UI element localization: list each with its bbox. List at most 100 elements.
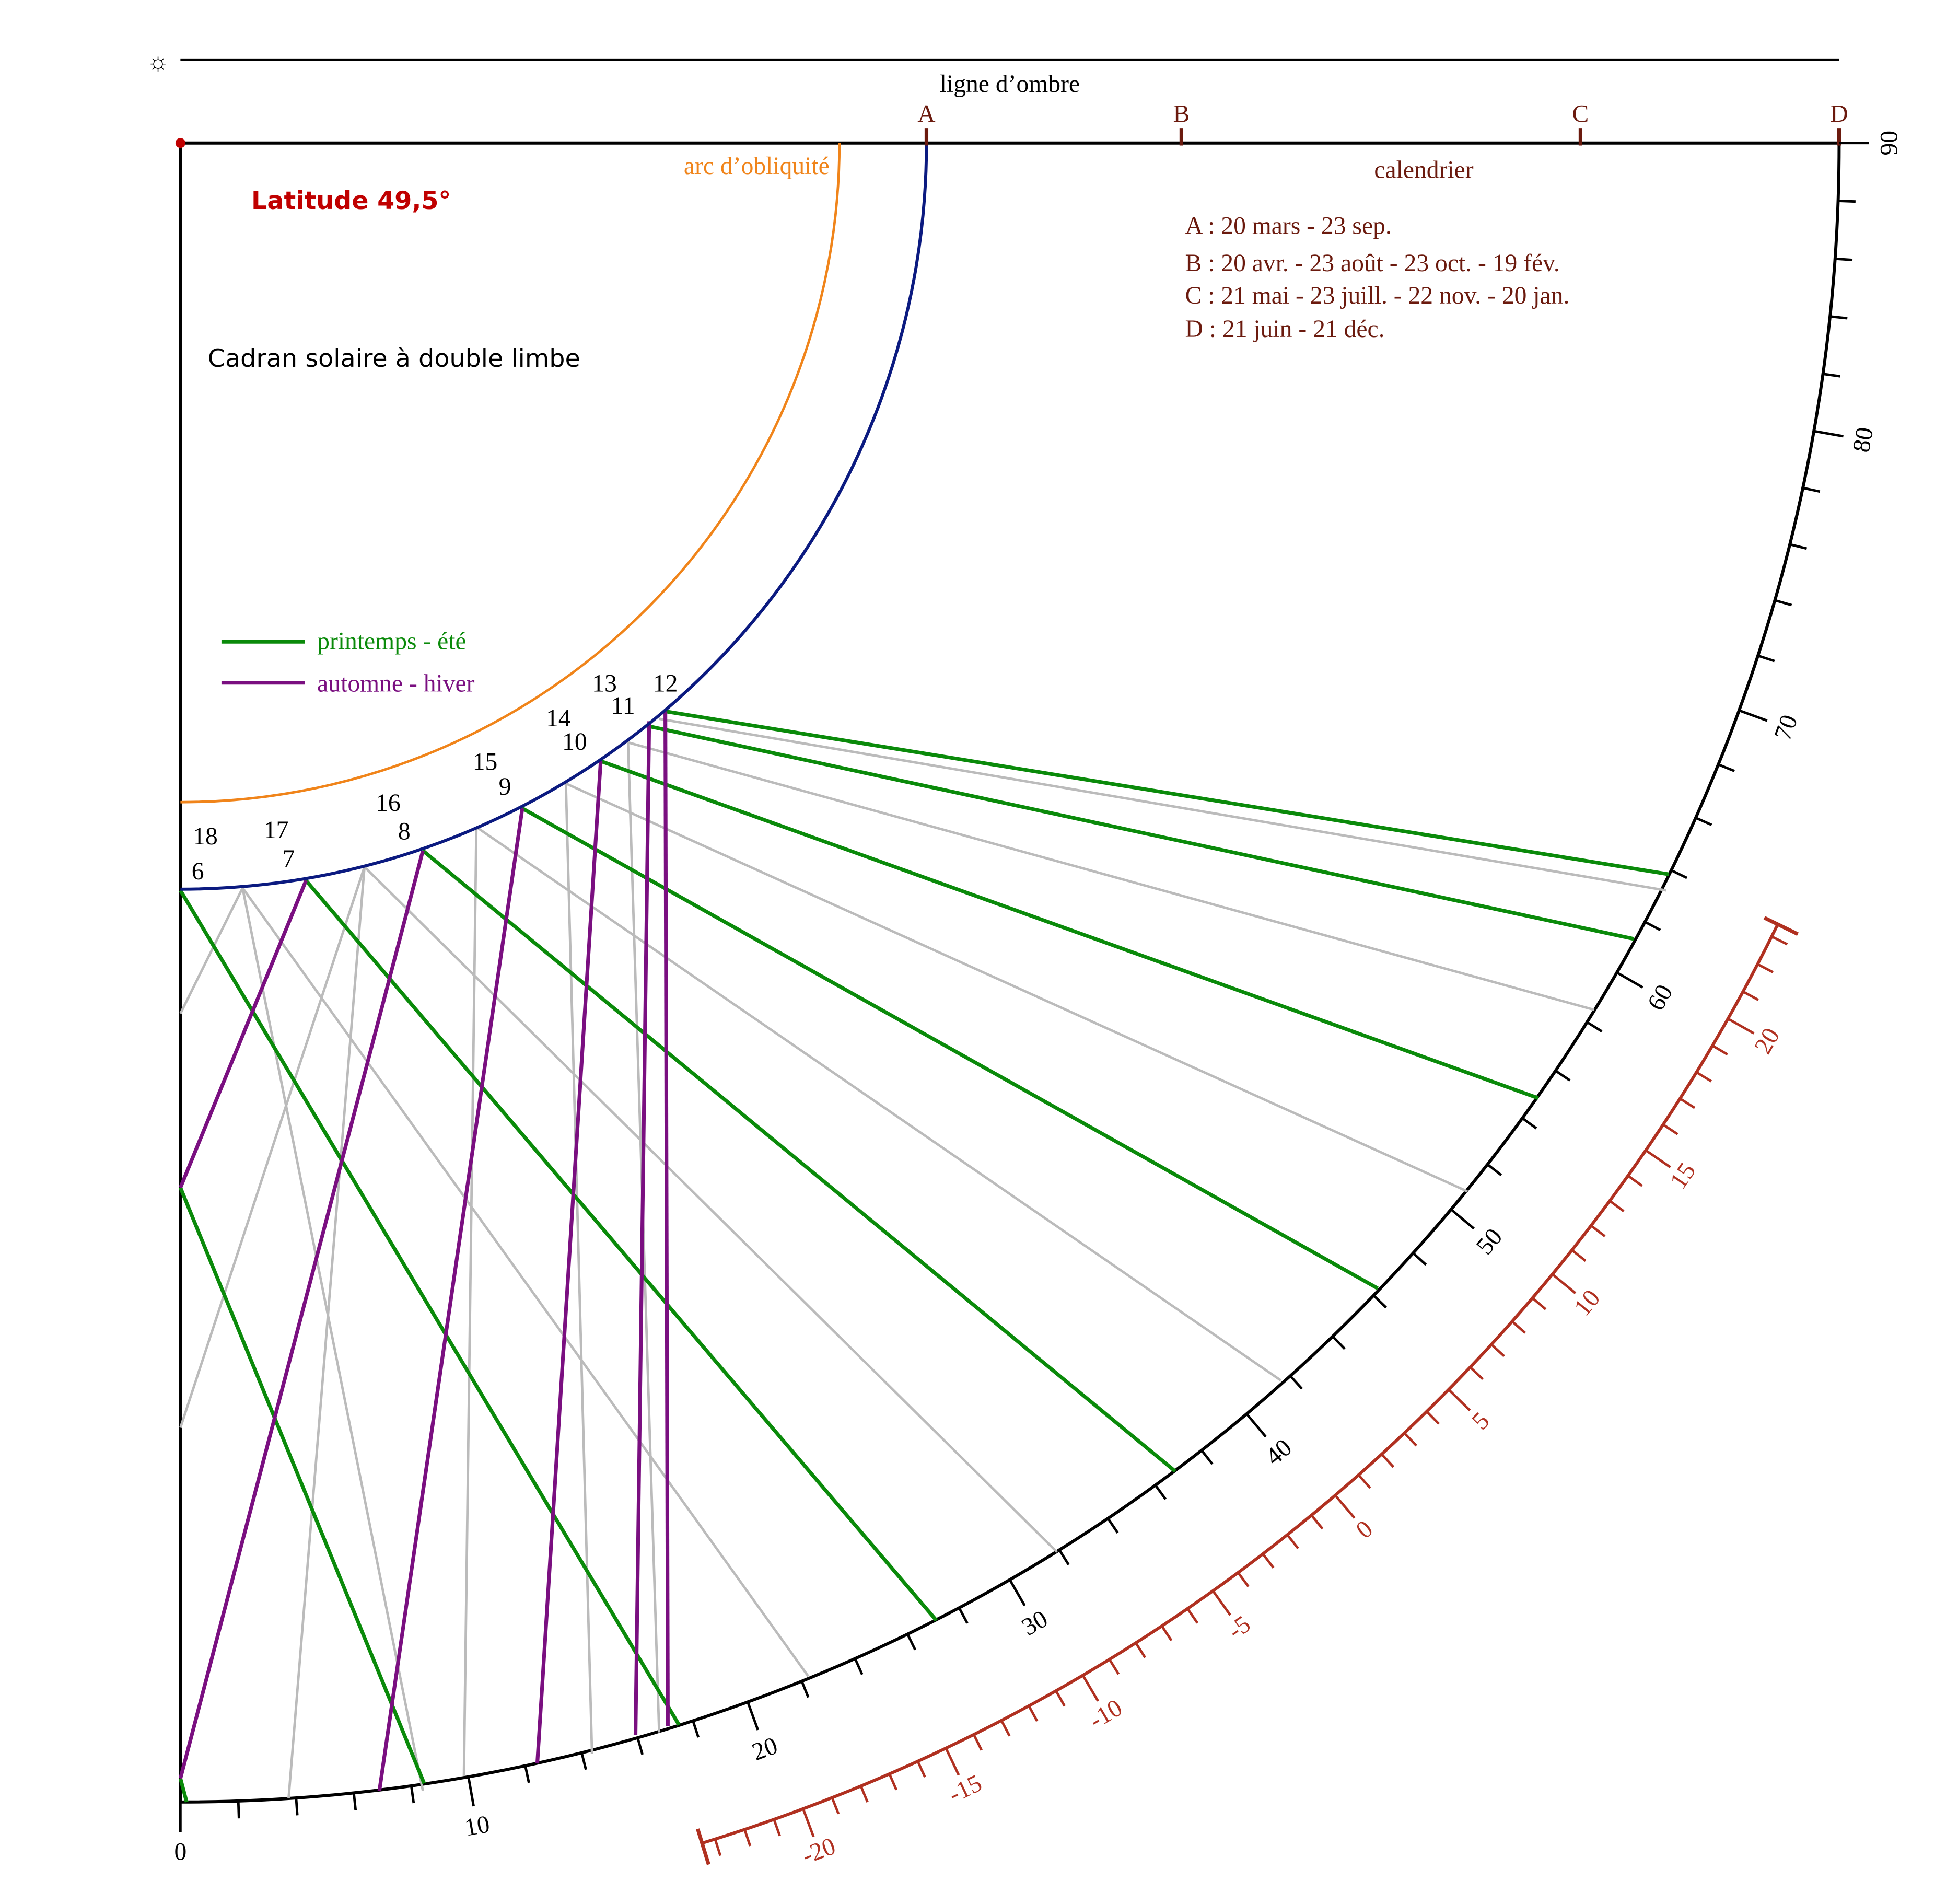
scale-tick bbox=[906, 1633, 916, 1651]
hour-line-summer bbox=[665, 709, 1669, 876]
hour-line-winter bbox=[178, 850, 425, 1779]
declination-tick bbox=[743, 1829, 752, 1847]
hour-line-summer bbox=[179, 1187, 426, 1784]
scale-tick bbox=[1695, 816, 1712, 826]
construction-line bbox=[659, 717, 1667, 892]
scale-tick bbox=[467, 1777, 475, 1807]
legend-entry: automne - hiver bbox=[317, 670, 474, 697]
declination-tick bbox=[773, 1819, 781, 1837]
construction-line bbox=[363, 866, 1058, 1553]
declination-tick bbox=[1711, 1044, 1728, 1056]
scale-tick bbox=[410, 1785, 415, 1804]
declination-tick bbox=[1160, 1625, 1173, 1642]
hour-label: 8 bbox=[398, 818, 411, 845]
construction-line bbox=[462, 827, 478, 1776]
scale-tick bbox=[1154, 1484, 1167, 1500]
scale-tick bbox=[1739, 709, 1768, 722]
scale-tick bbox=[580, 1752, 587, 1770]
scale-tick bbox=[1332, 1336, 1346, 1350]
hour-line-summer bbox=[648, 724, 1635, 941]
declination-tick bbox=[1627, 1175, 1643, 1187]
declination-tick bbox=[1448, 1388, 1471, 1412]
hour-label: 13 bbox=[592, 670, 617, 697]
scale-label: 10 bbox=[462, 1810, 492, 1841]
scale-label: 70 bbox=[1769, 711, 1803, 744]
declination-label: 0 bbox=[1351, 1515, 1378, 1544]
shadow-line-label: ligne d’ombre bbox=[940, 71, 1080, 98]
hour-label: 7 bbox=[283, 845, 295, 873]
hour-line-winter bbox=[179, 879, 308, 1189]
scale-label: 30 bbox=[1017, 1605, 1052, 1641]
scale-tick bbox=[1789, 543, 1808, 550]
declination-tick bbox=[1696, 1071, 1712, 1083]
declination-tick bbox=[972, 1734, 983, 1751]
declination-arc bbox=[702, 923, 1779, 1845]
declination-tick bbox=[831, 1797, 840, 1815]
scale-tick bbox=[1644, 921, 1661, 932]
hour-label: 11 bbox=[611, 692, 635, 719]
scale-tick bbox=[1838, 200, 1856, 203]
sun-symbol: ☼ bbox=[147, 48, 170, 75]
declination-tick bbox=[1237, 1572, 1250, 1587]
declination-tick bbox=[888, 1773, 898, 1791]
scale-tick bbox=[1289, 1375, 1303, 1390]
declination-tick bbox=[1742, 990, 1759, 1001]
scale-label: 40 bbox=[1261, 1434, 1297, 1470]
construction-line bbox=[565, 782, 1468, 1193]
scale-tick bbox=[1802, 486, 1821, 493]
legend-entry: printemps - été bbox=[317, 628, 466, 655]
scale-tick bbox=[854, 1658, 864, 1675]
calendar-marker: D bbox=[1830, 100, 1848, 127]
declination-tick bbox=[1511, 1320, 1526, 1334]
hour-label: 16 bbox=[376, 790, 401, 817]
calendar-entry: B : 20 avr. - 23 août - 23 oct. - 19 fév… bbox=[1185, 250, 1560, 277]
hour-label: 18 bbox=[193, 823, 218, 850]
hour-line-winter bbox=[663, 711, 670, 1726]
scale-label: 60 bbox=[1642, 980, 1678, 1015]
scale-tick bbox=[1200, 1449, 1214, 1465]
hour-line-winter bbox=[633, 721, 651, 1735]
construction-line bbox=[475, 826, 1282, 1381]
scale-tick bbox=[1521, 1117, 1537, 1130]
declination-tick bbox=[1055, 1690, 1066, 1707]
declination-tick bbox=[1426, 1410, 1440, 1425]
declination-tick bbox=[916, 1760, 926, 1778]
declination-tick bbox=[1211, 1590, 1231, 1616]
declination-tick bbox=[1590, 1224, 1606, 1237]
construction-line bbox=[241, 887, 424, 1791]
declination-tick bbox=[1608, 1200, 1625, 1212]
hour-line-summer bbox=[521, 806, 1379, 1290]
scale-tick bbox=[352, 1793, 357, 1810]
declination-tick bbox=[1757, 963, 1774, 973]
scale-tick bbox=[524, 1765, 530, 1783]
calendar-entry: D : 21 juin - 21 déc. bbox=[1185, 316, 1385, 343]
declination-tick bbox=[1334, 1494, 1356, 1519]
declination-tick bbox=[1403, 1432, 1417, 1447]
declination-tick bbox=[1381, 1453, 1395, 1468]
declination-tick bbox=[1286, 1534, 1299, 1549]
calendar-entry: A : 20 mars - 23 sep. bbox=[1185, 212, 1392, 239]
scale-tick bbox=[1058, 1549, 1070, 1565]
declination-tick bbox=[1571, 1249, 1587, 1262]
scale-tick bbox=[1486, 1163, 1502, 1176]
scale-tick bbox=[1835, 257, 1853, 261]
declination-tick bbox=[1469, 1366, 1484, 1380]
calendar-entry: C : 21 mai - 23 juill. - 22 nov. - 20 ja… bbox=[1185, 282, 1570, 309]
declination-tick bbox=[1552, 1273, 1577, 1294]
declination-tick bbox=[1135, 1642, 1147, 1658]
hour-label: 14 bbox=[546, 705, 571, 732]
scale-tick bbox=[1245, 1413, 1267, 1438]
scale-label: 50 bbox=[1471, 1223, 1508, 1260]
hour-line-winter bbox=[535, 761, 603, 1764]
declination-tick bbox=[802, 1808, 815, 1838]
declination-tick bbox=[1645, 1149, 1671, 1168]
declination-tick bbox=[1771, 935, 1788, 946]
scale-label: 90 bbox=[1875, 131, 1903, 156]
scale-tick bbox=[1586, 1021, 1603, 1032]
declination-end bbox=[1763, 916, 1799, 936]
hour-label: 6 bbox=[192, 858, 204, 885]
declination-tick bbox=[1262, 1553, 1275, 1569]
scale-tick bbox=[636, 1737, 644, 1755]
